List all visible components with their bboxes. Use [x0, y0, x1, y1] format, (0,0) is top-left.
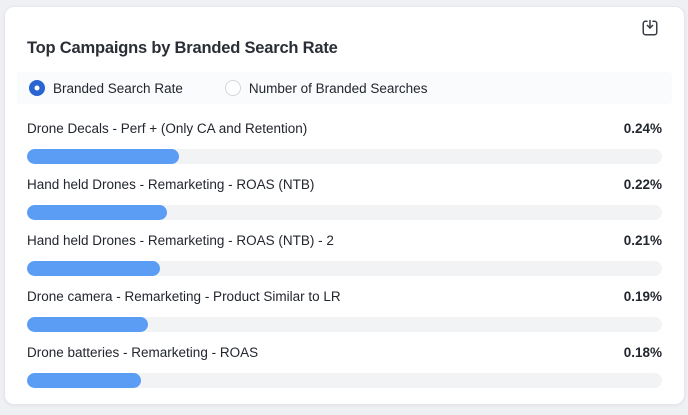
campaign-row: Drone Decals - Perf + (Only CA and Reten… [27, 108, 662, 164]
bar-track [27, 149, 662, 164]
campaign-label: Drone camera - Remarketing - Product Sim… [27, 289, 341, 304]
campaign-row: Hand held Drones - Remarketing - ROAS (N… [27, 220, 662, 276]
bar-track [27, 373, 662, 388]
campaign-bar-list: Drone Decals - Perf + (Only CA and Reten… [27, 108, 662, 388]
campaign-label: Hand held Drones - Remarketing - ROAS (N… [27, 233, 334, 248]
campaign-row: Drone batteries - Remarketing - ROAS 0.1… [27, 332, 662, 388]
bar-track [27, 317, 662, 332]
metric-toggle-group: Branded Search Rate Number of Branded Se… [17, 72, 672, 104]
export-button[interactable] [638, 18, 662, 40]
bar-fill [27, 317, 148, 332]
campaign-value: 0.22% [623, 177, 662, 192]
bar-track [27, 205, 662, 220]
radio-label: Number of Branded Searches [248, 80, 428, 96]
bar-fill [27, 373, 142, 388]
campaign-value: 0.19% [623, 289, 662, 304]
campaign-row: Drone camera - Remarketing - Product Sim… [27, 276, 662, 332]
campaign-row: Hand held Drones - Remarketing - ROAS (N… [27, 164, 662, 220]
campaign-label: Drone batteries - Remarketing - ROAS [27, 345, 259, 360]
campaign-label: Drone Decals - Perf + (Only CA and Reten… [27, 121, 308, 136]
bar-fill [27, 149, 180, 164]
card-title: Top Campaigns by Branded Search Rate [27, 39, 338, 57]
campaign-value: 0.21% [623, 233, 662, 248]
bar-track [27, 261, 662, 276]
campaign-value: 0.24% [623, 121, 662, 136]
campaign-label: Hand held Drones - Remarketing - ROAS (N… [27, 177, 315, 192]
radio-unselected-icon [224, 80, 241, 96]
top-campaigns-card: Top Campaigns by Branded Search Rate Bra… [4, 6, 685, 405]
card-actions [27, 7, 662, 39]
download-icon [641, 19, 659, 40]
bar-fill [27, 205, 167, 220]
radio-branded-search-rate[interactable]: Branded Search Rate [29, 80, 183, 96]
radio-number-of-branded-searches[interactable]: Number of Branded Searches [224, 80, 428, 96]
bar-fill [27, 261, 161, 276]
campaign-value: 0.18% [623, 345, 662, 360]
radio-label: Branded Search Rate [53, 80, 183, 96]
radio-selected-icon [29, 80, 45, 96]
